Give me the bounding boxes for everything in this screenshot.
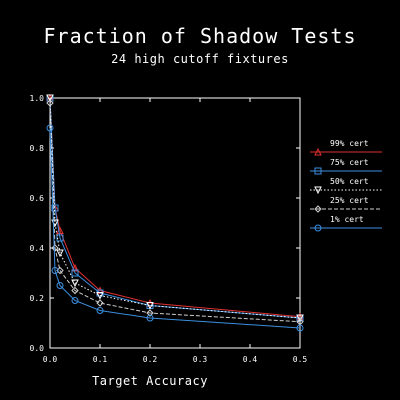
legend-marker (314, 186, 322, 195)
data-point (296, 324, 304, 332)
y-tick-label: 1.0 (30, 94, 45, 103)
series-line-0 (49, 97, 301, 318)
data-point (46, 99, 54, 107)
x-tick-label: 0.1 (93, 355, 108, 364)
data-point (296, 312, 304, 321)
x-tick-label: 0.5 (293, 355, 308, 364)
series-line-2 (49, 97, 301, 319)
data-point (96, 307, 104, 314)
legend-label: 50% cert (330, 177, 369, 186)
y-tick-label: 0.0 (30, 344, 45, 353)
legend-label: 1% cert (330, 215, 364, 224)
data-point (71, 269, 79, 277)
data-point (296, 314, 304, 323)
data-point (71, 297, 79, 304)
series-line-3 (49, 102, 301, 323)
data-point (56, 249, 64, 258)
data-point (96, 299, 104, 307)
data-point (71, 263, 79, 272)
legend-marker (314, 205, 322, 213)
data-point (71, 286, 79, 295)
data-point (46, 94, 54, 103)
data-point (146, 309, 154, 317)
data-point (71, 279, 79, 288)
plot-frame (49, 97, 301, 349)
chart-subtitle: 24 high cutoff fixtures (111, 52, 289, 66)
legend-label: 99% cert (330, 139, 369, 148)
legend-marker (314, 224, 322, 232)
data-point (146, 314, 154, 322)
x-tick-label: 0.0 (43, 355, 58, 364)
x-tick-label: 0.4 (243, 355, 258, 364)
x-axis-label: Target Accuracy (92, 374, 208, 388)
data-point (96, 292, 104, 300)
data-point (51, 244, 59, 252)
x-tick-label: 0.3 (193, 355, 208, 364)
y-tick-label: 0.8 (30, 144, 45, 153)
data-point (146, 302, 154, 310)
series-line-4 (49, 127, 301, 329)
y-tick-label: 0.2 (30, 294, 45, 303)
data-point (51, 267, 59, 274)
y-tick-label: 0.6 (30, 194, 45, 203)
x-tick-label: 0.2 (143, 355, 158, 364)
series-line-1 (49, 97, 301, 319)
y-tick-label: 0.4 (30, 244, 45, 253)
legend-marker (314, 147, 322, 156)
legend-label: 75% cert (330, 158, 369, 167)
data-point (56, 282, 64, 289)
chart-title: Fraction of Shadow Tests (43, 24, 357, 48)
legend-marker (314, 167, 322, 175)
data-point (46, 124, 54, 132)
legend-label: 25% cert (330, 196, 369, 205)
